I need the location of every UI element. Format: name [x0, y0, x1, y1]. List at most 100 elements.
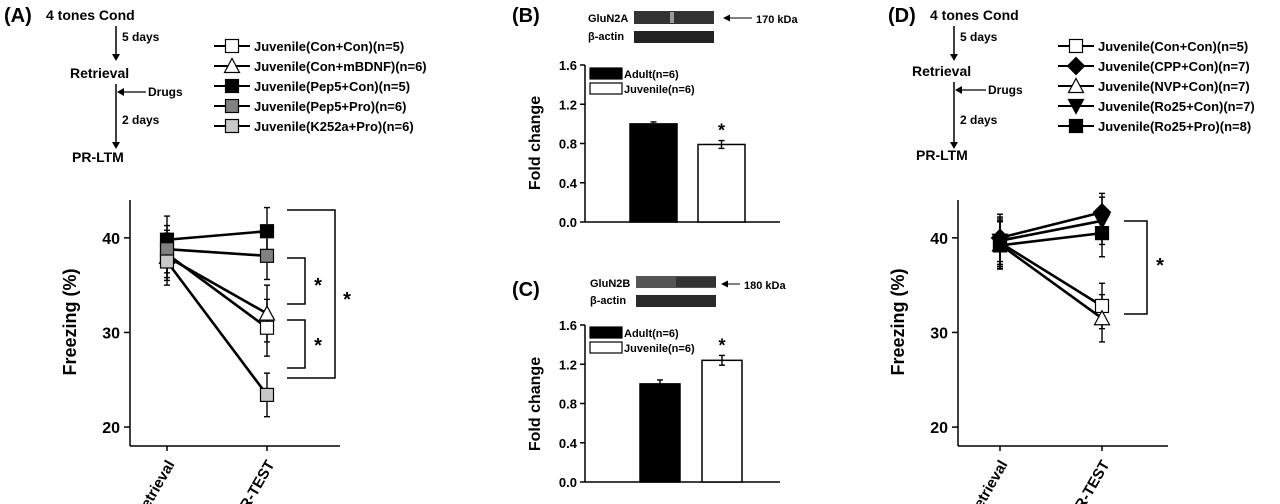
blot-kda-b: 170 kDa [756, 14, 798, 26]
legend-label-d: Juvenile(Ro25+Con)(n=7) [1098, 99, 1255, 114]
schedule-step-conditioning-d: 4 tones Cond [930, 7, 1019, 23]
legend-d: Juvenile(Con+Con)(n=5) Juvenile(CPP+Con)(… [1058, 38, 1255, 134]
schedule-interval-5-days: 5 days [122, 30, 160, 44]
y-tick-label-d: 40 [930, 231, 948, 248]
x-tick-label-d: Retrieval [965, 458, 1011, 504]
legend-label-b: Adult(n=6) [624, 69, 679, 81]
legend-label-b: Juvenile(n=6) [624, 84, 695, 96]
significance-star-a-2: * [314, 335, 322, 357]
legend-label-c: Juvenile(n=6) [624, 343, 695, 355]
bar-c [639, 383, 681, 483]
legend-label-a: Juvenile(Con+mBDNF)(n=6) [254, 59, 427, 74]
y-tick-label-a: 20 [102, 420, 120, 437]
x-tick-label-a: Retrieval [132, 458, 178, 504]
y-tick-label-c: 0.8 [559, 397, 577, 412]
schedule-step-retrieval-d: Retrieval [912, 63, 971, 79]
legend-a: Juvenile(Con+Con)(n=5) Juvenile(Con+mBDNF… [214, 38, 427, 134]
legend-marker-d [1068, 118, 1084, 134]
data-point-a [159, 254, 175, 269]
legend-label-a: Juvenile(Pep5+Con)(n=5) [254, 79, 410, 94]
blot-kda-c: 180 kDa [744, 280, 786, 292]
schedule-step-pr-ltm: PR-LTM [72, 149, 124, 165]
data-point-d [1093, 309, 1111, 326]
significance-star-c: * [718, 335, 725, 355]
y-tick-label-c: 1.6 [559, 318, 577, 333]
y-tick-label-b: 0.8 [559, 137, 577, 152]
western-blot-c: GluN2B β-actin 180 kDa [590, 276, 786, 307]
data-point-a [259, 387, 275, 403]
significance-star-b: * [718, 121, 725, 141]
legend-label-d: Juvenile(Con+Con)(n=5) [1098, 39, 1248, 54]
y-tick-label-b: 0.0 [559, 215, 577, 230]
series-line-d [999, 219, 1103, 242]
panel-c-label: (C) [512, 279, 540, 301]
significance-brackets-a [287, 209, 336, 379]
legend-marker-a [224, 118, 240, 134]
blot-label-glun2a: GluN2A [588, 13, 628, 25]
data-point-a [259, 320, 275, 335]
x-tick-label-d: PR-TEST [1067, 458, 1114, 504]
series-line-d [999, 211, 1103, 240]
series-line-d [999, 231, 1103, 247]
y-tick-label-b: 0.4 [559, 176, 578, 191]
series-line-d [999, 241, 1103, 308]
panel-d-label: (D) [888, 5, 916, 27]
legend-marker-d [1066, 56, 1086, 76]
data-point-d [992, 238, 1008, 253]
legend-c: Adult(n=6) Juvenile(n=6) [589, 326, 695, 355]
y-tick-label-a: 30 [102, 325, 120, 342]
legend-label-d: Juvenile(Ro25+Pro)(n=8) [1098, 119, 1251, 134]
y-tick-label-b: 1.2 [559, 97, 577, 112]
series-line-d [999, 243, 1103, 320]
schedule-interval-2-days-d: 2 days [960, 113, 998, 127]
bar-c [701, 359, 743, 483]
y-tick-label-c: 0.0 [559, 475, 577, 490]
schedule-drugs-d: Drugs [988, 83, 1023, 97]
y-tick-label-c: 0.4 [559, 436, 578, 451]
bar-b [629, 123, 678, 223]
legend-b: Adult(n=6) Juvenile(n=6) [589, 67, 695, 96]
legend-label-a: Juvenile(Pep5+Pro)(n=6) [254, 99, 406, 114]
legend-marker-a [224, 38, 240, 54]
panel-a: (A) 4 tones Cond 5 days Retrieval Drugs … [4, 5, 427, 504]
data-point-d [1093, 213, 1111, 230]
blot-label-beta-actin-b: β-actin [588, 31, 624, 43]
significance-star-a-3: * [343, 289, 351, 311]
schedule-step-retrieval: Retrieval [70, 65, 129, 81]
y-tick-label-a: 40 [102, 231, 120, 248]
y-tick-label-d: 30 [930, 325, 948, 342]
series-line-a [166, 247, 268, 258]
significance-star-a-1: * [314, 275, 322, 297]
y-axis-label-d: Freezing (%) [888, 268, 908, 375]
legend-swatch-b [589, 67, 623, 80]
schedule-drugs: Drugs [148, 85, 183, 99]
schedule-interval-5-days-d: 5 days [960, 30, 998, 44]
legend-label-a: Juvenile(K252a+Pro)(n=6) [254, 119, 414, 134]
legend-label-d: Juvenile(NVP+Con)(n=7) [1098, 79, 1250, 94]
schedule-step-conditioning: 4 tones Cond [46, 7, 135, 23]
y-tick-label-d: 20 [930, 420, 948, 437]
series-line-a [166, 255, 268, 315]
legend-label-d: Juvenile(CPP+Con)(n=7) [1098, 59, 1250, 74]
y-axis-label-a: Freezing (%) [60, 268, 80, 375]
data-point-d [1094, 226, 1110, 241]
x-tick-label-a: PR-TEST [232, 458, 279, 504]
y-axis-label-b: Fold change [527, 96, 544, 190]
panel-b-label: (B) [512, 5, 540, 27]
y-tick-label-b: 1.6 [559, 58, 577, 73]
blot-label-glun2b: GluN2B [590, 278, 630, 290]
legend-marker-a [223, 57, 241, 74]
legend-swatch-b [589, 82, 623, 95]
series-line-a [166, 229, 268, 242]
legend-marker-d [1067, 77, 1085, 94]
panel-c: (C) GluN2B β-actin 180 kDa Fold change 0… [512, 276, 786, 490]
y-axis-label-c: Fold change [527, 357, 544, 451]
y-tick-label-c: 1.2 [559, 357, 577, 372]
legend-swatch-c [589, 341, 623, 354]
series-line-a [165, 260, 269, 396]
significance-bracket-d [1124, 220, 1148, 315]
panel-b: (B) GluN2A β-actin 170 kDa Fold change 0… [512, 5, 798, 230]
significance-star-d: * [1156, 255, 1164, 277]
western-blot-b: GluN2A β-actin 170 kDa [588, 11, 798, 43]
